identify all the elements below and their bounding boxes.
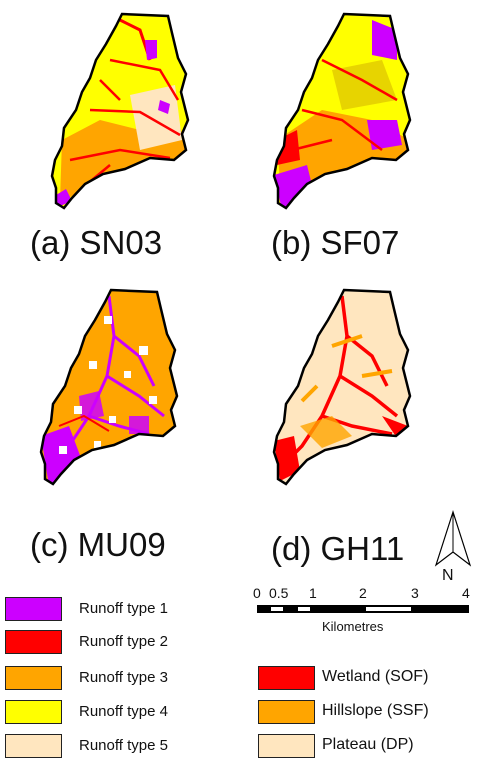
legend-swatch-runoff-4 xyxy=(5,700,62,724)
scale-tick-2: 2 xyxy=(359,585,367,601)
catchment-map-mu09 xyxy=(39,288,179,486)
legend-label-plateau: Plateau (DP) xyxy=(322,736,414,753)
legend-swatch-runoff-1 xyxy=(5,597,62,621)
legend-label-runoff-5: Runoff type 5 xyxy=(79,737,168,754)
legend-label-runoff-4: Runoff type 4 xyxy=(79,703,168,720)
panel-label-b: (b) SF07 xyxy=(271,224,400,261)
legend-swatch-wetland xyxy=(258,666,315,690)
catchment-map-sn03 xyxy=(50,12,190,210)
panel-label-a: (a) SN03 xyxy=(30,224,163,261)
catchment-map-gh11 xyxy=(272,288,412,486)
north-label: N xyxy=(442,567,454,584)
legend-label-runoff-3: Runoff type 3 xyxy=(79,669,168,686)
panel-label-d: (d) GH11 xyxy=(271,530,405,567)
legend-swatch-runoff-5 xyxy=(5,734,62,758)
north-arrow-icon xyxy=(434,510,472,567)
legend-swatch-runoff-3 xyxy=(5,666,62,690)
legend-label-runoff-2: Runoff type 2 xyxy=(79,633,168,650)
legend-label-hillslope: Hillslope (SSF) xyxy=(322,702,429,719)
scale-tick-1: 1 xyxy=(309,585,317,601)
legend-label-wetland: Wetland (SOF) xyxy=(322,668,429,685)
catchment-map-sf07 xyxy=(272,12,412,210)
scale-tick-3: 3 xyxy=(411,585,419,601)
scale-unit-label: Kilometres xyxy=(322,619,384,634)
panel-label-c: (c) MU09 xyxy=(30,526,166,563)
legend-label-runoff-1: Runoff type 1 xyxy=(79,600,168,617)
scale-tick-0-5: 0.5 xyxy=(269,585,289,601)
legend-swatch-plateau xyxy=(258,734,315,758)
scale-tick-4: 4 xyxy=(462,585,470,601)
scale-bar xyxy=(257,605,469,613)
legend-swatch-runoff-2 xyxy=(5,630,62,654)
scale-tick-0: 0 xyxy=(253,585,261,601)
legend-swatch-hillslope xyxy=(258,700,315,724)
